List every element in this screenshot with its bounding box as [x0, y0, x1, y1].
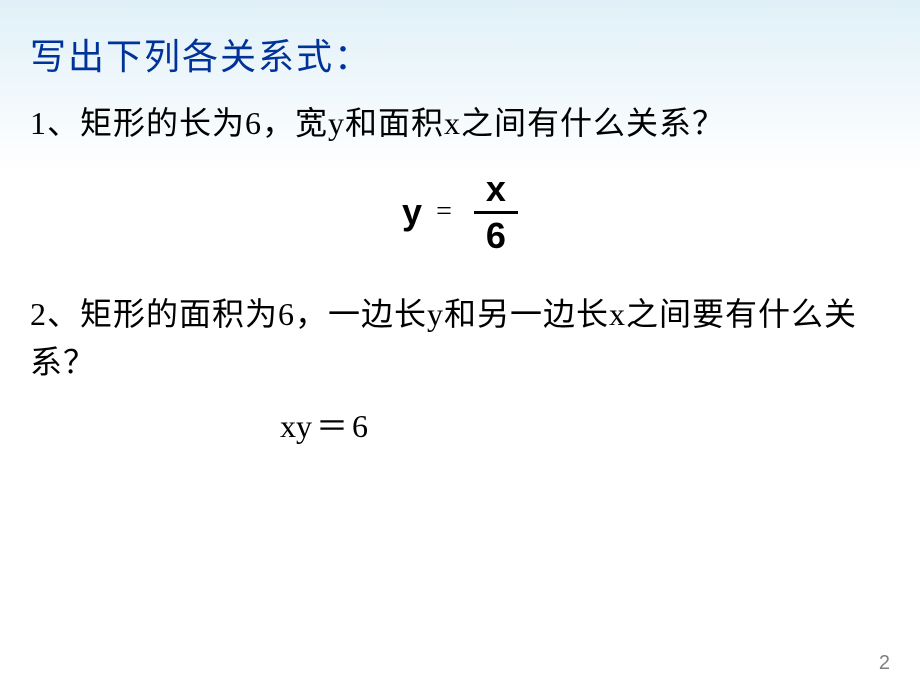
formula2-rhs: 6 — [352, 408, 368, 444]
formula1-numerator: x — [474, 169, 518, 214]
formula1-lhs: y — [402, 191, 422, 232]
formula-1: y = x 6 — [0, 169, 920, 255]
formula1-denominator: 6 — [474, 214, 518, 256]
question-2: 2、矩形的面积为6，一边长y和另一边长x之间要有什么关系？ — [0, 255, 920, 386]
formula-2: xy＝6 — [0, 401, 920, 447]
page-number: 2 — [879, 652, 890, 675]
formula1-equals: = — [436, 196, 452, 227]
formula1-fraction: x 6 — [474, 169, 518, 255]
question-1: 1、矩形的长为6，宽y和面积x之间有什么关系？ — [0, 80, 920, 144]
formula2-equals: ＝ — [316, 408, 348, 444]
formula2-lhs: xy — [280, 408, 312, 444]
slide-title: 写出下列各关系式： — [0, 0, 920, 80]
